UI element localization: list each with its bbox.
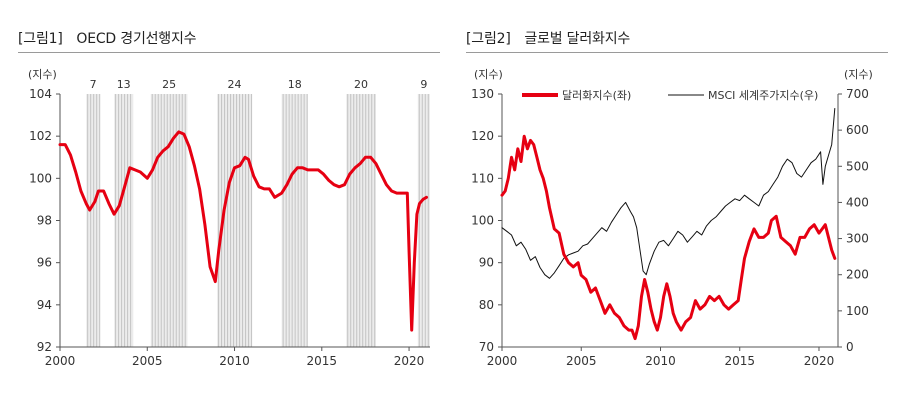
shaded-period-label: 13 — [117, 78, 131, 91]
x-tick-label: 2000 — [45, 354, 76, 368]
figure1-title: [그림1] OECD 경기선행지수 — [18, 31, 197, 47]
x-tick-label: 2015 — [307, 354, 338, 368]
chart1-ylabel: (지수) — [28, 68, 57, 81]
y-tick-label: 104 — [29, 87, 52, 101]
series-line — [58, 130, 428, 332]
figure2-title-rule — [466, 52, 888, 53]
x-tick-label: 2010 — [219, 354, 250, 368]
shaded-period — [281, 94, 308, 347]
y-tick-label: 102 — [29, 129, 52, 143]
y-tick-label: 100 — [29, 171, 52, 185]
shaded-period-label: 25 — [162, 78, 176, 91]
shaded-period-label: 20 — [354, 78, 368, 91]
shaded-band — [417, 94, 430, 347]
shaded-period-label: 7 — [90, 78, 97, 91]
shaded-period — [150, 94, 188, 347]
shaded-period-label: 9 — [420, 78, 427, 91]
shaded-period-label: 18 — [288, 78, 302, 91]
shaded-period — [417, 94, 430, 347]
chart1-shaded-periods: 7 13 25 24 18 20 9 — [86, 78, 430, 347]
figure1-title-rule — [18, 52, 440, 53]
y-tick-label: 96 — [37, 256, 52, 270]
x-tick-label: 2020 — [394, 354, 425, 368]
shaded-period — [346, 94, 376, 347]
y-tick-label: 92 — [37, 340, 52, 354]
shaded-band — [150, 94, 188, 347]
shaded-band — [86, 94, 101, 347]
x-tick-label: 2005 — [132, 354, 163, 368]
shaded-period-label: 24 — [228, 78, 242, 91]
y-tick-label: 94 — [37, 298, 52, 312]
chart1-axes: 92 94 96 98 100 102 104 2000 2005 2010 2015 2020 — [29, 87, 430, 368]
y-tick-label: 98 — [37, 214, 52, 228]
chart1-series — [58, 130, 428, 332]
figure2-title: [그림2] 글로벌 달러화지수 — [466, 31, 631, 47]
shaded-period — [86, 94, 101, 347]
shaded-period — [114, 94, 134, 347]
